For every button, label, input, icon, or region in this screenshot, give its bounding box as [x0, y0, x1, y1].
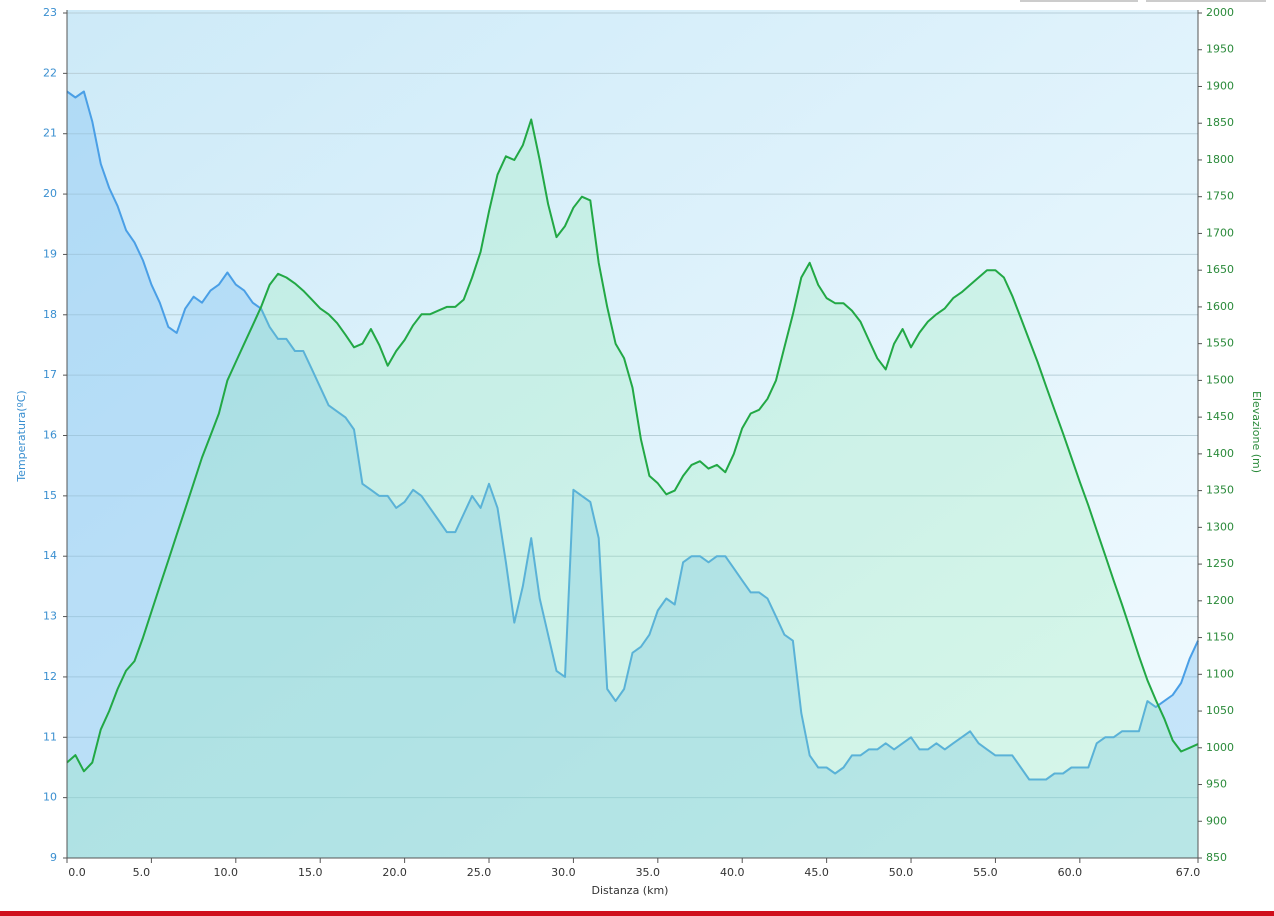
plot-background: [67, 10, 1198, 858]
y2-tick-label: 1400: [1206, 447, 1234, 460]
x-tick-label: 45.0: [804, 866, 829, 879]
bottom-bar: [0, 911, 1274, 916]
y-tick-label: 18: [43, 308, 57, 321]
y2-tick-label: 1350: [1206, 484, 1234, 497]
y2-tick-label: 950: [1206, 778, 1227, 791]
area: [67, 119, 1198, 858]
x-tick-label: 25.0: [467, 866, 492, 879]
y2-tick-label: 1950: [1206, 43, 1234, 56]
y-tick-label: 21: [43, 127, 57, 140]
line: [66, 90, 1199, 781]
y2-tick-label: 1800: [1206, 153, 1234, 166]
y2-tick-label: 850: [1206, 851, 1227, 864]
y2-tick-label: 1250: [1206, 557, 1234, 570]
y2-tick-label: 1450: [1206, 410, 1234, 423]
x-tick-label: 0.0: [68, 866, 86, 879]
x-axis-label: Distanza (km): [592, 884, 669, 897]
y2-tick-label: 1700: [1206, 226, 1234, 239]
y2-tick-label: 1000: [1206, 741, 1234, 754]
y2-tick-label: 1550: [1206, 337, 1234, 350]
y2-tick-label: 900: [1206, 814, 1227, 827]
y2-tick-label: 1650: [1206, 263, 1234, 276]
x-tick-label: 10.0: [214, 866, 239, 879]
y-tick-label: 11: [43, 730, 57, 743]
x-tick-label: 15.0: [298, 866, 323, 879]
y2-tick-label: 1600: [1206, 300, 1234, 313]
y2-tick-label: 1500: [1206, 373, 1234, 386]
line: [66, 118, 1199, 773]
y-tick-label: 10: [43, 791, 57, 804]
x-tick-label: 55.0: [973, 866, 998, 879]
x-tick-label: 60.0: [1058, 866, 1083, 879]
x-tick-label: 30.0: [551, 866, 576, 879]
area: [67, 91, 1198, 858]
y-axis-label: Temperatura(ºC): [15, 390, 28, 482]
x-tick-label: 50.0: [889, 866, 914, 879]
x-tick-label: 20.0: [382, 866, 407, 879]
y2-axis-label: Elevazione (m): [1250, 391, 1263, 473]
x-tick-label: 67.0: [1176, 866, 1201, 879]
x-tick-label: 5.0: [133, 866, 151, 879]
y2-tick-label: 1200: [1206, 594, 1234, 607]
y2-tick-label: 1150: [1206, 631, 1234, 644]
y-tick-label: 9: [50, 851, 57, 864]
y-tick-label: 17: [43, 368, 57, 381]
y-tick-label: 12: [43, 670, 57, 683]
y2-tick-label: 1050: [1206, 704, 1234, 717]
y-tick-label: 13: [43, 610, 57, 623]
y-tick-label: 22: [43, 66, 57, 79]
y2-tick-label: 1850: [1206, 116, 1234, 129]
x-tick-label: 40.0: [720, 866, 745, 879]
x-tick-label: 35.0: [636, 866, 661, 879]
y-tick-label: 23: [43, 6, 57, 19]
y2-tick-label: 1900: [1206, 79, 1234, 92]
y-tick-label: 19: [43, 247, 57, 260]
y2-tick-label: 1750: [1206, 190, 1234, 203]
y-tick-label: 14: [43, 549, 57, 562]
y-tick-label: 16: [43, 429, 57, 442]
y-tick-label: 20: [43, 187, 57, 200]
y2-tick-label: 1300: [1206, 520, 1234, 533]
y2-tick-label: 1100: [1206, 667, 1234, 680]
y2-tick-label: 2000: [1206, 6, 1234, 19]
y-tick-label: 15: [43, 489, 57, 502]
